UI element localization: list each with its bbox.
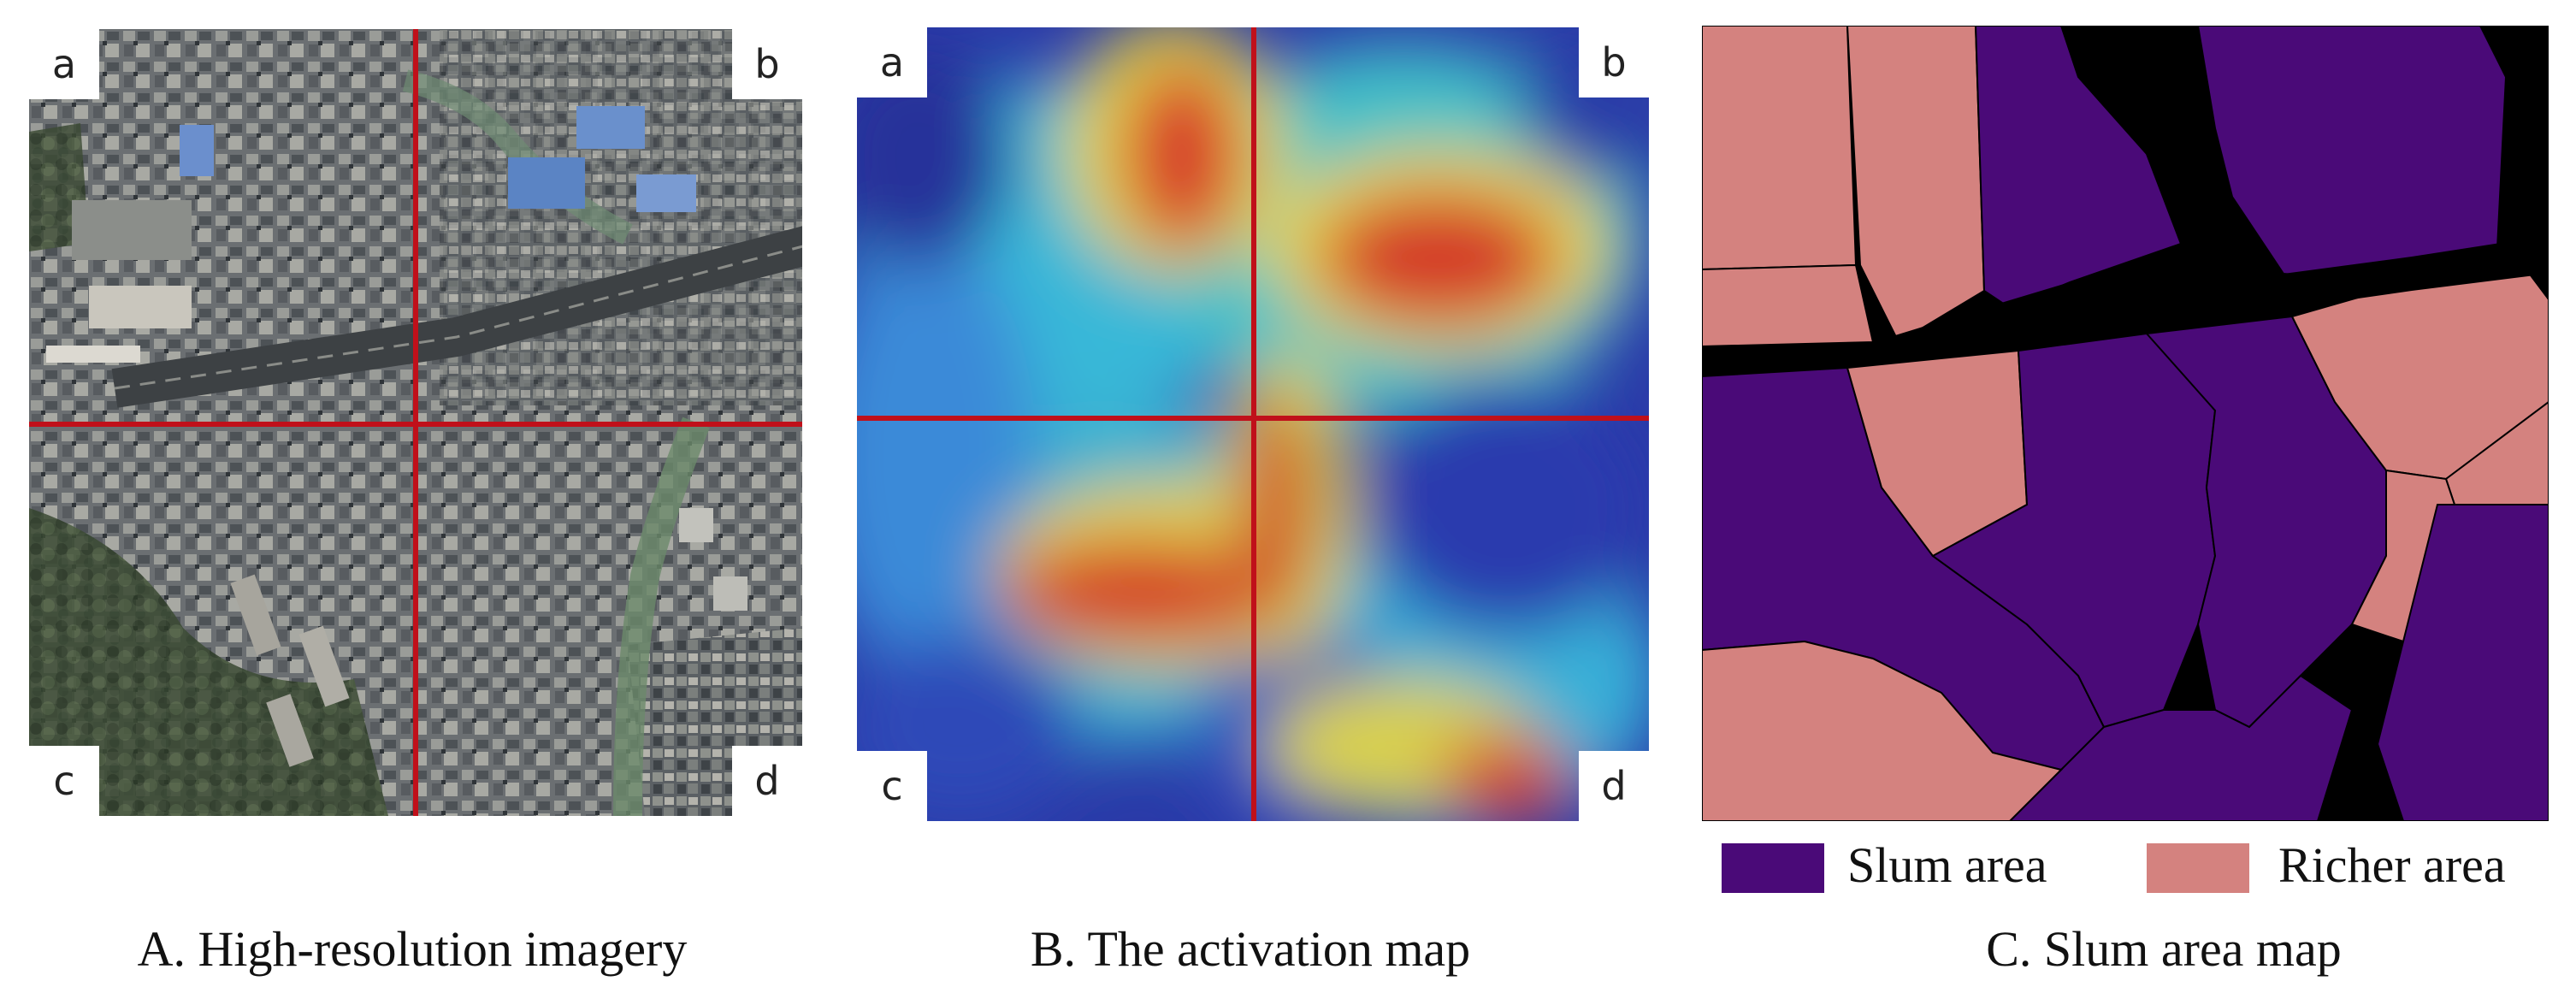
- richer-polygon: [1846, 26, 1986, 344]
- quadrant-label-d: d: [732, 746, 802, 816]
- legend-label-slum: Slum area: [1847, 837, 2047, 893]
- legend-label-richer: Richer area: [2278, 837, 2506, 893]
- slum-area-map-panel: [1702, 26, 2549, 821]
- quadrant-label-d: d: [1579, 751, 1649, 821]
- slum-polygon: [2008, 674, 2354, 821]
- quadrant-label-c: c: [857, 751, 927, 821]
- caption-activation-map: B. The activation map: [1030, 921, 1471, 977]
- slum-polygon: [2376, 504, 2549, 821]
- richer-polygon: [1702, 640, 2063, 821]
- caption-high-resolution-imagery: A. High-resolution imagery: [137, 921, 688, 977]
- quadrant-label-b: b: [1579, 27, 1649, 98]
- quadrant-label-a: a: [857, 27, 927, 98]
- quadrant-label-b: b: [732, 29, 802, 99]
- activation-map-panel: a b c d: [857, 27, 1649, 821]
- quadrant-label-a: a: [29, 29, 99, 99]
- slum-polygon: [1974, 26, 2183, 310]
- satellite-image: [29, 29, 802, 816]
- caption-slum-area-map: C. Slum area map: [1986, 921, 2342, 977]
- richer-polygon: [1702, 263, 1875, 348]
- richer-polygon: [1702, 26, 1858, 271]
- legend-swatch-richer: [2147, 843, 2249, 893]
- satellite-imagery-panel: a b c d: [29, 29, 802, 816]
- activation-heatmap: [857, 27, 1649, 821]
- legend-swatch-slum: [1722, 843, 1824, 893]
- quadrant-label-c: c: [29, 746, 99, 816]
- road-band: [1702, 239, 2549, 376]
- slum-classification-map: [1702, 26, 2549, 821]
